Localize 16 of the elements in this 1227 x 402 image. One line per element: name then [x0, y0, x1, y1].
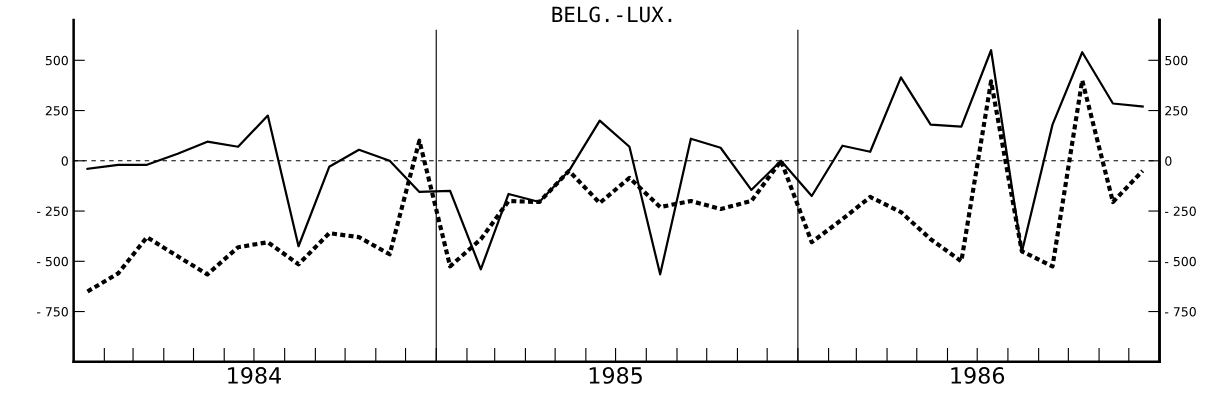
y2-tick-label: - 750: [1164, 307, 1196, 317]
y-tick-label: - 500: [37, 256, 68, 267]
y-tick-label: - 250: [37, 206, 68, 216]
x-tick-label: 1986: [951, 367, 1005, 384]
y-tick-label: 500: [45, 55, 68, 66]
y-tick-label: - 750: [37, 307, 68, 317]
chart-title: BELG.-LUX.: [552, 6, 672, 23]
y2-tick-label: 500: [1165, 55, 1188, 66]
y2-tick-label: - 500: [1164, 256, 1196, 267]
y2-tick-label: 0: [1165, 156, 1172, 166]
y-tick-label: 250: [45, 106, 68, 116]
x-tick-label: 1984: [228, 367, 281, 384]
y2-tick-label: - 250: [1164, 206, 1196, 216]
y2-tick-label: 250: [1165, 106, 1188, 116]
x-tick-label: 1985: [589, 367, 642, 384]
y-tick-label: 0: [61, 156, 68, 166]
